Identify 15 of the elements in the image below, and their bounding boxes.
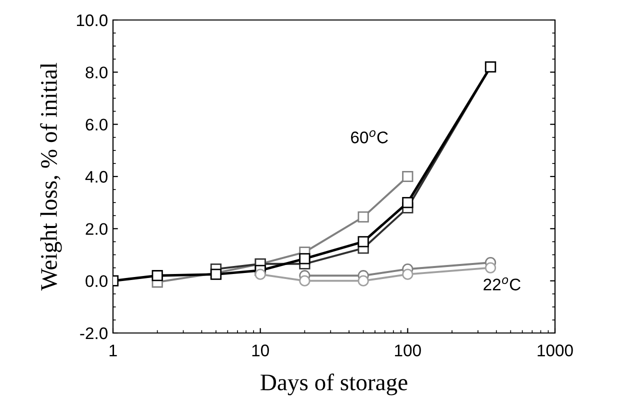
y-tick-label: 10.0 [76,14,108,26]
y-tick-label: 8.0 [86,66,108,78]
x-axis-title: Days of storage [260,374,408,396]
x-tick-label: 1000 [538,344,573,356]
x-tick-label: 1 [110,344,117,356]
y-axis-title: Weight loss, % of initial [40,62,62,291]
y-tick-label: 6.0 [86,118,108,131]
y-tick-label: 4.0 [85,170,108,183]
y-tick-label: 2.0 [86,223,108,235]
annotation: 22$^{o}$C [484,277,520,290]
x-tick-label: 100 [395,344,421,356]
x-tick-label: 10 [252,344,269,356]
y-tick-label: -2.0 [80,327,108,340]
annotation: 60$^{o}$C [351,130,388,144]
y-tick-label: 0.0 [86,275,108,288]
